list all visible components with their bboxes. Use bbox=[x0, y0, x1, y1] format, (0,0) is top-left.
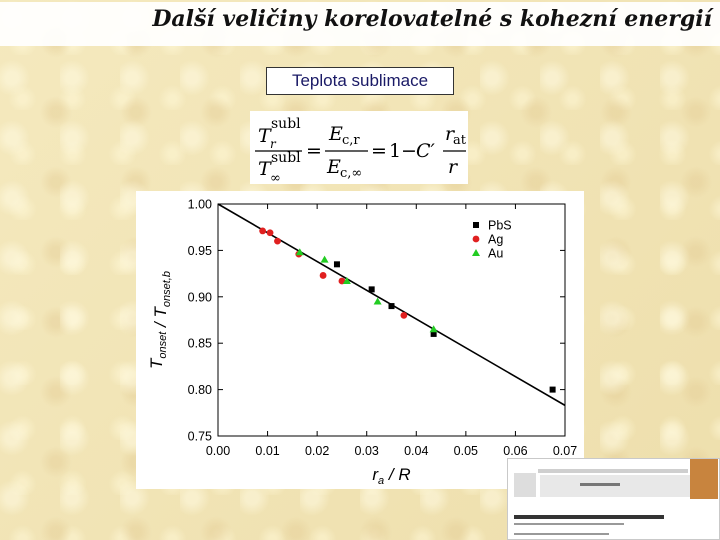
legend-label-ag: Ag bbox=[488, 233, 503, 247]
chart-panel: 0.00 0.01 0.02 0.03 0.04 0.05 0.06 0.07 1.00 0.95… bbox=[136, 191, 584, 489]
x-tick-label: 0.01 bbox=[255, 444, 279, 458]
x-tick-label: 0.05 bbox=[454, 444, 478, 458]
legend-marker-au bbox=[472, 249, 480, 256]
legend-marker-pbs bbox=[473, 222, 479, 228]
data-point-ag bbox=[319, 272, 327, 279]
x-tick-label: 0.07 bbox=[553, 444, 577, 458]
formula-box: T subl r T subl ∞ = E c,r E c,∞ = 1 − C′… bbox=[250, 111, 468, 186]
rhs-minus: − bbox=[401, 140, 417, 162]
x-tick-label: 0.02 bbox=[305, 444, 329, 458]
data-point-ag bbox=[274, 237, 281, 245]
plot-frame bbox=[217, 203, 566, 437]
data-point-au bbox=[320, 255, 329, 263]
thumbnail-title-line bbox=[514, 515, 664, 519]
data-point-au bbox=[429, 325, 438, 333]
mid-num-sub: c,r bbox=[342, 133, 360, 148]
publisher-logo-icon bbox=[514, 473, 536, 497]
lhs-den-sup: subl bbox=[271, 150, 301, 166]
x-tick-label: 0.00 bbox=[206, 444, 230, 458]
rhs-num-sub: at bbox=[453, 133, 467, 148]
lhs-num-sup: subl bbox=[271, 116, 301, 132]
lhs-num-sub: r bbox=[270, 137, 277, 151]
data-point-ag bbox=[400, 311, 408, 319]
lhs-den-sub: ∞ bbox=[270, 171, 281, 184]
rhs-den-var: r bbox=[448, 156, 459, 178]
y-tick-label: 0.85 bbox=[188, 337, 212, 351]
subtitle-text: Teplota sublimace bbox=[291, 71, 429, 90]
subtitle-box: Teplota sublimace bbox=[266, 67, 454, 95]
thumbnail-banner bbox=[540, 475, 690, 497]
thumbnail-banner-text bbox=[580, 483, 620, 486]
thumbnail-affiliation-line bbox=[514, 533, 609, 535]
scatter-chart: 0.00 0.01 0.02 0.03 0.04 0.05 0.06 0.07 1.00 0.95… bbox=[147, 198, 577, 488]
data-point-pbs bbox=[333, 261, 340, 268]
legend-label-au: Au bbox=[488, 247, 503, 261]
data-point-au bbox=[373, 297, 382, 305]
y-tick-label: 1.00 bbox=[188, 198, 212, 212]
paper-thumbnail bbox=[507, 458, 720, 540]
equals-2: = bbox=[371, 140, 387, 162]
thumbnail-header bbox=[538, 469, 688, 473]
legend-label-pbs: PbS bbox=[488, 219, 512, 233]
x-axis-label: ra / R bbox=[372, 465, 410, 487]
mid-num-var: E bbox=[328, 123, 343, 145]
data-point-pbs bbox=[430, 330, 437, 337]
data-point-au bbox=[295, 248, 304, 256]
slide-title: Další veličiny korelovatelné s kohezní e… bbox=[152, 6, 712, 32]
y-tick-label: 0.80 bbox=[188, 383, 212, 397]
mid-den-sub: c,∞ bbox=[340, 166, 362, 181]
y-tick-label: 0.90 bbox=[188, 290, 212, 304]
data-point-pbs bbox=[368, 286, 375, 293]
rhs-coef: C′ bbox=[416, 140, 436, 162]
y-axis-label: Tonset / Tonset,b bbox=[147, 271, 173, 369]
data-point-pbs bbox=[549, 386, 556, 393]
y-tick-label: 0.75 bbox=[188, 430, 212, 444]
equals-1: = bbox=[306, 140, 322, 162]
x-tick-label: 0.03 bbox=[355, 444, 379, 458]
lhs-den-var: T bbox=[258, 158, 272, 180]
x-tick-label: 0.04 bbox=[404, 444, 428, 458]
y-tick-label: 0.95 bbox=[188, 244, 212, 258]
thumbnail-author-line bbox=[514, 523, 624, 525]
data-point-ag bbox=[259, 227, 267, 235]
rhs-num-var: r bbox=[445, 123, 456, 145]
data-point-ag bbox=[266, 229, 274, 237]
x-tick-label: 0.06 bbox=[503, 444, 527, 458]
mid-den-var: E bbox=[326, 156, 341, 178]
legend-marker-ag bbox=[472, 235, 480, 243]
lhs-num-var: T bbox=[258, 125, 272, 147]
data-point-pbs bbox=[388, 303, 395, 310]
formula-svg: T subl r T subl ∞ = E c,r E c,∞ = 1 − C′… bbox=[255, 116, 467, 186]
rhs-const: 1 bbox=[389, 140, 401, 162]
title-bar bbox=[0, 2, 720, 46]
data-point-au bbox=[342, 277, 351, 285]
journal-cover-icon bbox=[690, 459, 718, 499]
